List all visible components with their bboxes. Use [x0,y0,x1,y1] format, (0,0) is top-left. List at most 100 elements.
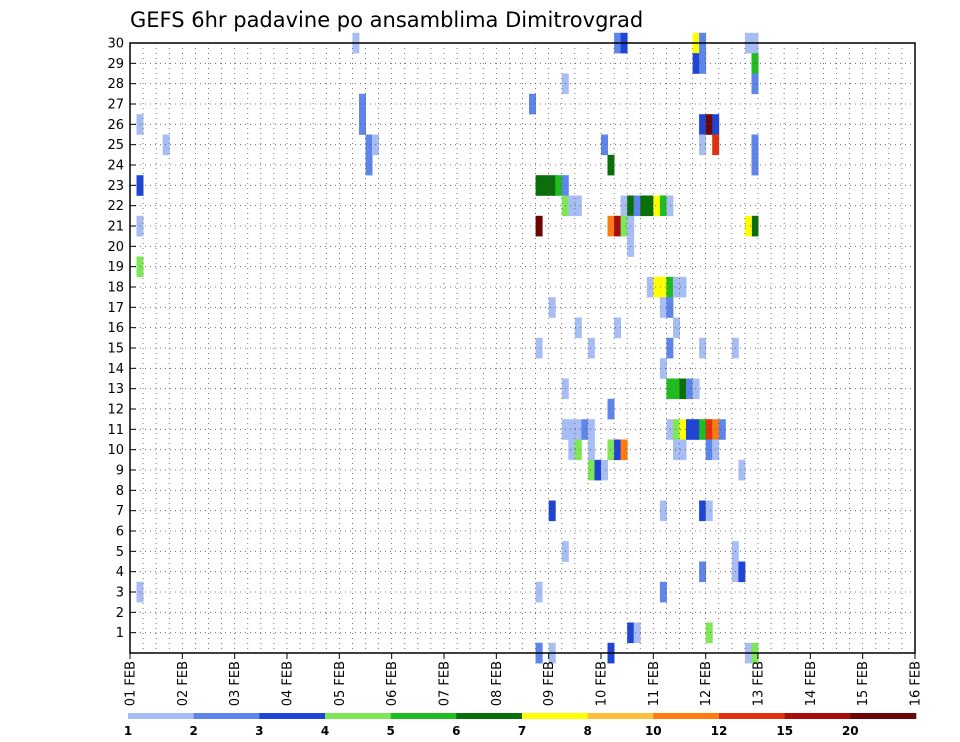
y-tick-label: 26 [107,118,124,133]
heatmap-cell [666,276,674,298]
heatmap-cell [640,195,648,217]
heatmap-cell [653,276,661,298]
colorbar-swatch [128,713,194,719]
y-tick-label: 6 [116,525,124,540]
heatmap-cell [738,561,746,583]
colorbar-label: 2 [190,724,198,738]
heatmap-cell [620,439,628,461]
heatmap-cell [659,195,667,217]
heatmap-cell [705,622,713,644]
heatmap-cell [679,276,687,298]
heatmap-cell [535,581,543,603]
heatmap-cell [699,53,707,74]
heatmap-cell [673,419,680,440]
heatmap-cell [699,337,707,359]
x-tick-label: 11 FEB [647,661,662,706]
heatmap-cell [574,317,582,339]
colorbar-label: 10 [645,724,662,738]
heatmap-cell [659,358,667,379]
heatmap-cell [568,439,576,461]
heatmap-cell [699,134,707,156]
heatmap-cell [359,93,366,115]
colorbar-swatch [719,713,785,719]
grid [129,42,916,653]
y-tick-label: 1 [116,626,124,641]
heatmap-cell [659,276,667,298]
heatmap-cell [666,337,674,359]
heatmap-cell [587,419,595,440]
x-tick-label: 13 FEB [752,661,767,706]
y-tick-label: 14 [107,362,124,377]
y-axis: 1234567891011121314151617181920212223242… [107,37,136,641]
heatmap-cell [535,337,543,359]
heatmap-cell [529,93,536,115]
colorbar-swatch [259,713,326,719]
heatmap-cell [718,419,726,440]
heatmap-cell [705,500,713,522]
heatmap-cell [659,581,667,603]
heatmap-cell [359,114,366,135]
colorbar-swatch [784,713,851,719]
y-tick-label: 28 [107,77,124,92]
x-tick-label: 14 FEB [804,661,819,706]
colorbar-label: 12 [711,724,728,738]
heatmap-cell [162,134,170,156]
y-tick-label: 20 [107,240,124,255]
heatmap-cell [699,114,707,135]
heatmap-cell [692,419,700,440]
heatmap-cell [587,439,595,461]
x-tick-label: 05 FEB [333,661,348,706]
heatmap-cell [679,419,687,440]
y-tick-label: 27 [107,98,124,113]
colorbar-swatch [325,713,391,719]
y-tick-label: 2 [116,606,124,621]
x-tick-label: 04 FEB [281,661,296,706]
colorbar-label: 5 [387,724,395,738]
y-tick-label: 9 [116,464,124,479]
y-tick-label: 11 [107,423,124,438]
colorbar-label: 15 [776,724,793,738]
heatmap-cell [587,459,595,481]
colorbar-swatch [456,713,523,719]
heatmap-cell [679,378,687,400]
x-tick-label: 10 FEB [595,661,610,706]
heatmap-cell [601,459,608,481]
heatmap-cell [692,53,700,74]
heatmap-cell [633,195,641,217]
heatmap-cell [673,276,680,298]
heatmap-cell [581,419,589,440]
heatmap-cell [659,297,667,318]
y-tick-label: 29 [107,57,124,72]
heatmap-cell [666,297,674,318]
heatmap-cell [548,500,556,522]
heatmap-cell [699,419,707,440]
heatmap-cell [620,195,628,217]
x-tick-label: 16 FEB [909,661,924,706]
colorbar-label: 20 [842,724,859,738]
y-tick-label: 5 [116,545,124,560]
y-tick-label: 25 [107,138,124,153]
heatmap-cell [535,175,543,196]
x-axis: 01 FEB 02 FEB 03 FEB 04 FEB 05 FEB 06 FEB 07 F… [124,653,924,706]
y-tick-label: 15 [107,342,124,357]
colorbar-label: 1 [124,724,132,738]
heatmap-cell [620,215,628,237]
heatmap-cell [574,195,582,217]
x-tick-label: 15 FEB [856,661,871,706]
heatmap-cell [705,439,713,461]
y-tick-label: 8 [116,484,124,499]
heatmap-cell [548,175,556,196]
heatmap-cell [659,500,667,522]
heatmap-cell [548,297,556,318]
heatmap-cell [574,439,582,461]
heatmap-cell [594,459,602,481]
colorbar-label: 4 [321,724,329,738]
heatmap-cell [633,622,641,644]
x-tick-label: 08 FEB [490,661,505,706]
colorbar-swatch [653,713,720,719]
heatmap-cell [555,175,563,196]
heatmap-cell [568,419,576,440]
heatmap-cell [673,378,680,400]
heatmap-cell [738,459,746,481]
